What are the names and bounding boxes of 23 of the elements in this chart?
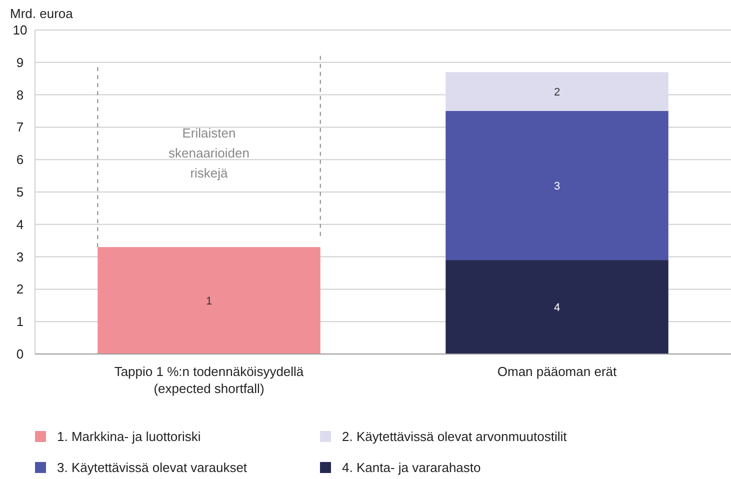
- legend-label: 4. Kanta- ja vararahasto: [342, 460, 481, 475]
- legend-label: 2. Käytettävissä olevat arvonmuutostilit: [342, 429, 568, 444]
- y-tick-label: 4: [16, 216, 24, 232]
- annotation: 4: [554, 302, 560, 314]
- x-tick-label: Oman pääoman erät: [497, 364, 618, 379]
- annotation: 3: [554, 180, 560, 193]
- y-tick-label: 8: [16, 87, 24, 102]
- y-tick-label: 7: [16, 120, 24, 135]
- y-tick-label: 10: [12, 22, 28, 38]
- x-tick-label: Tappio 1 %:n todennäköisyydellä (expected shortfall): [114, 364, 304, 396]
- y-tick-label: 2: [16, 282, 24, 297]
- y-tick-label: 1: [16, 314, 24, 330]
- y-tick-label: 0: [16, 346, 24, 362]
- text: Erilaisten skenaarioiden riskejä: [168, 126, 250, 180]
- legend-label: 3. Käytettävissä olevat varaukset: [57, 460, 248, 475]
- y-tick-label: 5: [16, 184, 24, 200]
- y-tick-label: 6: [16, 152, 24, 168]
- annotation: 1: [206, 296, 212, 308]
- y-axis-title: Mrd. euroa: [10, 6, 74, 21]
- y-tick-label: 9: [16, 54, 24, 70]
- annotation: 2: [554, 86, 560, 99]
- legend-label: 1. Markkina- ja luottoriski: [57, 429, 201, 444]
- y-tick-label: 3: [16, 249, 24, 264]
